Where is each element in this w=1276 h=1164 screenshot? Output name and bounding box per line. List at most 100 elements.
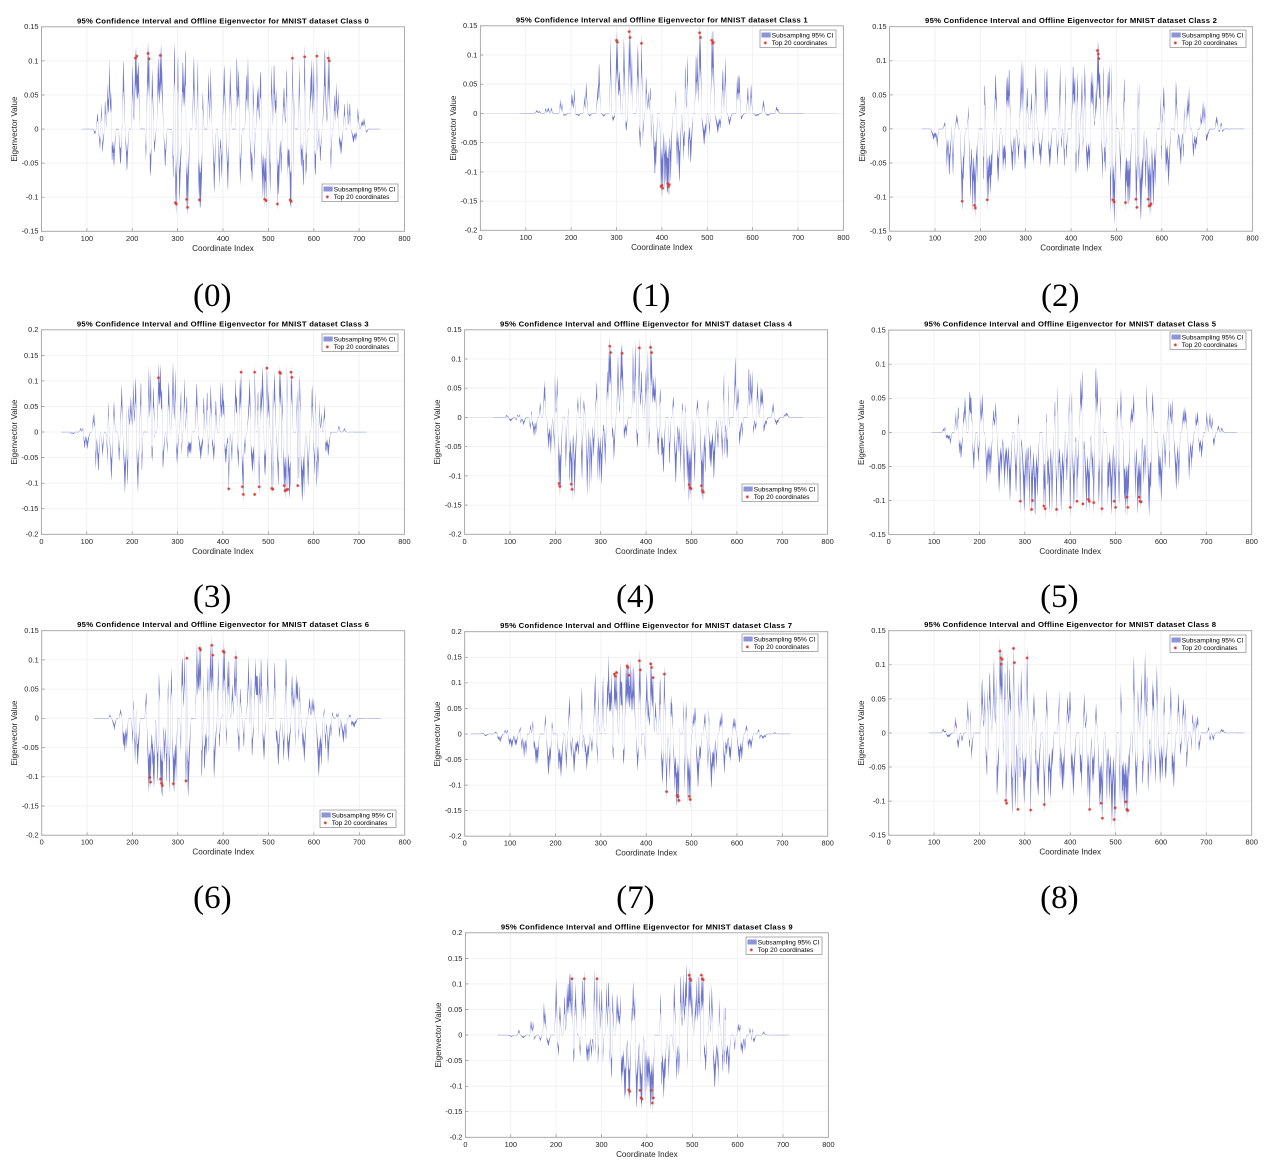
svg-text:Subsampling 95% CI: Subsampling 95% CI (1182, 334, 1244, 341)
svg-text:0.05: 0.05 (447, 384, 461, 393)
svg-text:0.15: 0.15 (448, 954, 462, 963)
svg-text:300: 300 (171, 537, 183, 546)
svg-text:0.1: 0.1 (875, 660, 885, 669)
svg-text:100: 100 (504, 537, 516, 546)
svg-text:800: 800 (822, 1140, 834, 1149)
svg-text:0: 0 (463, 1140, 467, 1149)
svg-text:400: 400 (217, 234, 229, 243)
svg-text:200: 200 (973, 537, 985, 546)
svg-text:Top 20 coordinates: Top 20 coordinates (758, 947, 814, 954)
svg-text:0: 0 (882, 124, 886, 133)
svg-text:0.05: 0.05 (24, 402, 38, 411)
svg-text:200: 200 (973, 838, 985, 847)
svg-text:(0): (0) (193, 278, 231, 314)
svg-text:0.1: 0.1 (451, 678, 461, 687)
svg-text:Top 20 coordinates: Top 20 coordinates (754, 494, 810, 501)
svg-text:(6): (6) (193, 880, 231, 916)
svg-text:(5): (5) (1040, 579, 1078, 615)
svg-text:400: 400 (1064, 537, 1076, 546)
svg-text:0.05: 0.05 (871, 394, 885, 403)
svg-text:800: 800 (821, 537, 833, 546)
svg-text:Subsampling 95% CI: Subsampling 95% CI (772, 32, 834, 39)
svg-text:(3): (3) (193, 579, 231, 615)
svg-text:0.15: 0.15 (872, 22, 886, 31)
svg-text:Coordinate Index: Coordinate Index (615, 547, 677, 556)
svg-text:-0.2: -0.2 (449, 530, 462, 539)
svg-text:0.2: 0.2 (28, 325, 38, 334)
svg-text:Eigenvector Value: Eigenvector Value (857, 399, 866, 465)
svg-text:(7): (7) (616, 880, 654, 916)
svg-text:0: 0 (39, 537, 43, 546)
svg-text:Eigenvector Value: Eigenvector Value (10, 700, 19, 766)
svg-text:100: 100 (929, 234, 941, 243)
svg-text:95% Confidence Interval and Of: 95% Confidence Interval and Offline Eige… (924, 320, 1217, 329)
svg-text:(4): (4) (616, 579, 654, 615)
svg-text:0: 0 (478, 233, 482, 242)
svg-text:Subsampling 95% CI: Subsampling 95% CI (334, 336, 396, 343)
svg-text:-0.15: -0.15 (446, 1107, 463, 1116)
svg-text:0.1: 0.1 (452, 979, 462, 988)
svg-text:-0.1: -0.1 (26, 772, 39, 781)
svg-text:0.15: 0.15 (447, 653, 461, 662)
svg-text:700: 700 (776, 839, 788, 848)
svg-text:-0.15: -0.15 (461, 197, 478, 206)
svg-text:800: 800 (1246, 537, 1258, 546)
svg-text:0: 0 (463, 839, 467, 848)
svg-text:0: 0 (882, 428, 886, 437)
svg-text:100: 100 (81, 537, 93, 546)
svg-text:0.1: 0.1 (875, 360, 885, 369)
svg-text:95% Confidence Interval and Of: 95% Confidence Interval and Offline Eige… (501, 922, 793, 931)
svg-text:-0.15: -0.15 (869, 831, 886, 840)
svg-text:100: 100 (504, 839, 516, 848)
svg-text:600: 600 (308, 234, 320, 243)
svg-text:Top 20 coordinates: Top 20 coordinates (332, 820, 388, 827)
svg-text:0.15: 0.15 (24, 626, 38, 635)
svg-text:Coordinate Index: Coordinate Index (1040, 244, 1102, 253)
svg-text:200: 200 (126, 838, 138, 847)
svg-text:0.05: 0.05 (447, 704, 461, 713)
svg-text:600: 600 (1156, 234, 1168, 243)
svg-text:600: 600 (746, 233, 758, 242)
svg-text:700: 700 (777, 1140, 789, 1149)
svg-text:400: 400 (1065, 234, 1077, 243)
svg-text:Coordinate Index: Coordinate Index (616, 1150, 678, 1159)
svg-text:95% Confidence Interval and Of: 95% Confidence Interval and Offline Eige… (516, 15, 809, 24)
svg-text:300: 300 (1019, 537, 1031, 546)
svg-text:500: 500 (685, 839, 697, 848)
svg-text:-0.1: -0.1 (449, 781, 462, 790)
svg-text:700: 700 (1200, 537, 1212, 546)
svg-text:-0.05: -0.05 (22, 453, 39, 462)
svg-text:800: 800 (398, 234, 410, 243)
svg-text:Eigenvector Value: Eigenvector Value (449, 95, 458, 161)
svg-text:-0.05: -0.05 (461, 138, 478, 147)
svg-text:200: 200 (550, 1140, 562, 1149)
svg-text:Top 20 coordinates: Top 20 coordinates (1182, 645, 1238, 652)
svg-text:-0.15: -0.15 (869, 530, 886, 539)
svg-text:-0.2: -0.2 (449, 832, 462, 841)
svg-text:100: 100 (505, 1140, 517, 1149)
svg-text:200: 200 (549, 537, 561, 546)
svg-text:800: 800 (837, 233, 849, 242)
svg-text:Subsampling 95% CI: Subsampling 95% CI (1182, 32, 1244, 39)
svg-text:600: 600 (731, 839, 743, 848)
svg-text:500: 500 (1110, 234, 1122, 243)
svg-text:Eigenvector Value: Eigenvector Value (10, 96, 19, 162)
svg-text:200: 200 (565, 233, 577, 242)
svg-text:0.15: 0.15 (447, 325, 461, 334)
svg-text:0: 0 (39, 234, 43, 243)
svg-text:95% Confidence Interval and Of: 95% Confidence Interval and Offline Eige… (77, 620, 369, 629)
svg-text:-0.2: -0.2 (465, 226, 478, 235)
svg-text:-0.2: -0.2 (26, 831, 39, 840)
svg-text:500: 500 (262, 537, 274, 546)
svg-text:500: 500 (262, 838, 274, 847)
svg-text:(2): (2) (1041, 278, 1079, 314)
svg-text:(8): (8) (1040, 880, 1078, 916)
svg-text:Subsampling 95% CI: Subsampling 95% CI (758, 939, 820, 946)
svg-text:Top 20 coordinates: Top 20 coordinates (772, 40, 828, 47)
svg-text:300: 300 (610, 233, 622, 242)
svg-text:0: 0 (463, 537, 467, 546)
svg-text:0.15: 0.15 (871, 326, 885, 335)
svg-text:500: 500 (262, 234, 274, 243)
svg-text:300: 300 (595, 1140, 607, 1149)
svg-text:500: 500 (686, 1140, 698, 1149)
